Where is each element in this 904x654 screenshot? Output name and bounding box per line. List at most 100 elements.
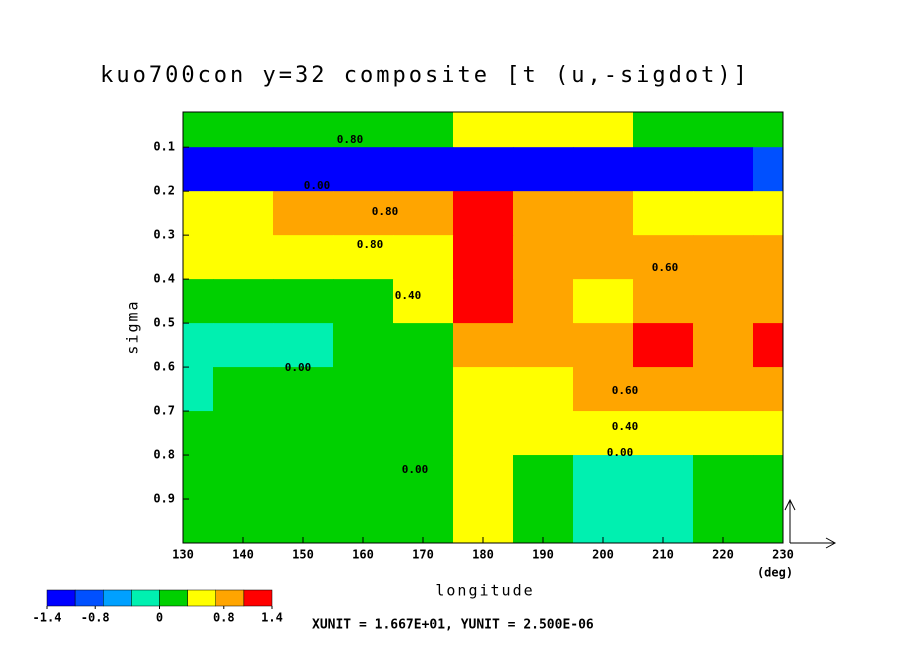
contour-cell (453, 499, 514, 543)
y-tick-label: 0.3 (153, 228, 175, 242)
contour-cell (333, 235, 394, 280)
x-tick-label: 150 (292, 548, 314, 562)
y-tick-label: 0.6 (153, 360, 175, 374)
contour-label: 0.00 (607, 446, 634, 459)
contour-cell (573, 367, 634, 412)
contour-cell (513, 147, 574, 192)
y-tick-label: 0.8 (153, 448, 175, 462)
contour-cell (693, 147, 754, 192)
contour-cell (213, 367, 274, 412)
x-tick-label: 190 (532, 548, 554, 562)
contour-field (183, 112, 783, 543)
contour-cell (183, 367, 214, 412)
contour-cell (393, 323, 454, 368)
contour-cell (513, 499, 574, 543)
reference-vector (784, 498, 837, 549)
contour-cell (633, 323, 694, 368)
x-tick-label: 210 (652, 548, 674, 562)
contour-cell (633, 235, 694, 280)
contour-cell (273, 235, 334, 280)
contour-cell (453, 235, 514, 280)
contour-cell (183, 323, 214, 368)
contour-cell (183, 279, 214, 324)
colorbar-swatch (243, 589, 273, 607)
contour-cell (753, 112, 783, 148)
contour-cell (213, 323, 274, 368)
contour-cell (693, 191, 754, 236)
contour-cell (753, 191, 783, 236)
contour-cell (183, 191, 214, 236)
colorbar-tick-label: 0.8 (213, 611, 235, 625)
contour-cell (183, 455, 214, 500)
contour-cell (633, 191, 694, 236)
contour-cell (213, 411, 274, 456)
contour-cell (273, 279, 334, 324)
contour-cell (693, 367, 754, 412)
contour-cell (573, 411, 634, 456)
colorbar-swatch (74, 589, 104, 607)
y-tick-label: 0.2 (153, 184, 175, 198)
contour-cell (513, 411, 574, 456)
contour-cell (633, 279, 694, 324)
colorbar-swatch (103, 589, 132, 607)
contour-cell (513, 235, 574, 280)
contour-cell (513, 323, 574, 368)
contour-cell (393, 411, 454, 456)
y-tick-label: 0.4 (153, 272, 175, 286)
x-tick-label: 130 (172, 548, 194, 562)
contour-cell (633, 147, 694, 192)
chart-title: kuo700con y=32 composite [t (u,-sigdot)] (100, 63, 750, 88)
contour-cell (213, 455, 274, 500)
x-tick-label: 180 (472, 548, 494, 562)
contour-cell (753, 323, 783, 368)
colorbar-swatch (159, 589, 188, 607)
x-axis-label: longitude (435, 582, 534, 600)
contour-cell (393, 455, 454, 500)
contour-cell (753, 411, 783, 456)
contour-cell (183, 112, 214, 148)
contour-cell (513, 279, 574, 324)
colorbar-swatch (187, 589, 216, 607)
contour-cell (333, 323, 394, 368)
contour-cell (513, 112, 574, 148)
contour-cell (453, 147, 514, 192)
x-unit: (deg) (757, 566, 793, 580)
x-tick-label: 200 (592, 548, 614, 562)
contour-cell (573, 147, 634, 192)
contour-label: 0.80 (357, 238, 384, 251)
contour-cell (633, 499, 694, 543)
contour-cell (633, 367, 694, 412)
contour-cell (753, 499, 783, 543)
contour-cell (453, 112, 514, 148)
contour-cell (633, 411, 694, 456)
colorbar-tick-label: 1.4 (261, 611, 283, 625)
contour-cell (453, 367, 514, 412)
contour-cell (693, 235, 754, 280)
contour-cell (183, 235, 214, 280)
colorbar-tick-label: 0 (156, 611, 163, 625)
contour-cell (753, 367, 783, 412)
x-tick-label: 140 (232, 548, 254, 562)
contour-cell (183, 147, 214, 192)
contour-cell (393, 112, 454, 148)
contour-cell (333, 411, 394, 456)
contour-label: 0.00 (304, 179, 331, 192)
contour-cell (273, 323, 334, 368)
contour-cell (633, 112, 694, 148)
contour-cell (573, 235, 634, 280)
contour-cell (183, 411, 214, 456)
contour-cell (213, 499, 274, 543)
contour-cell (213, 147, 274, 192)
contour-cell (453, 455, 514, 500)
contour-cell (753, 279, 783, 324)
y-tick-label: 0.5 (153, 316, 175, 330)
contour-cell (453, 191, 514, 236)
contour-cell (573, 191, 634, 236)
contour-cell (333, 191, 394, 236)
x-tick-label: 230 (772, 548, 794, 562)
contour-cell (573, 455, 634, 500)
contour-label: 0.00 (285, 361, 312, 374)
colorbar-swatch (46, 589, 76, 607)
contour-cell (273, 411, 334, 456)
